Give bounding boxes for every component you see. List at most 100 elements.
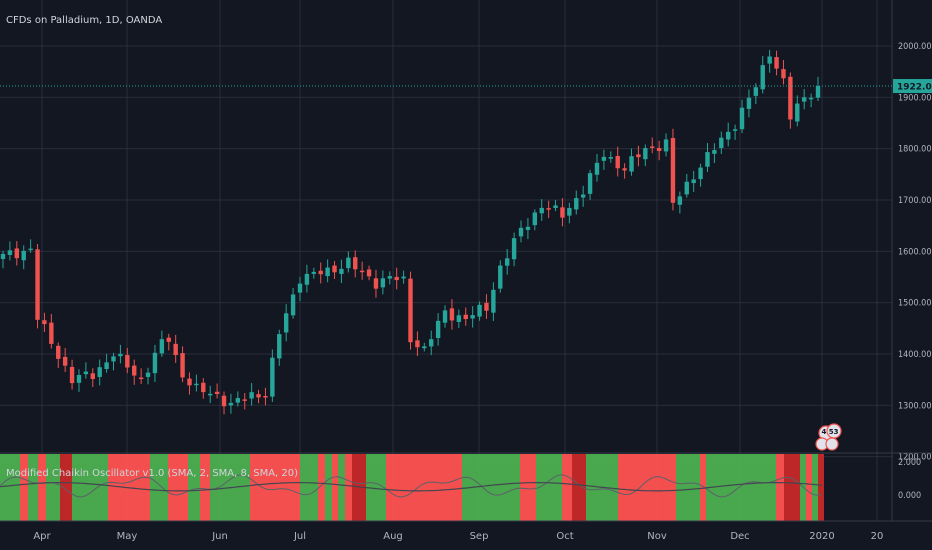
indicator-region (332, 454, 338, 521)
candle (546, 200, 551, 219)
candle-body (194, 383, 199, 386)
indicator-region (168, 454, 188, 521)
indicator-region (818, 454, 824, 521)
candle (118, 344, 123, 364)
candle-body (691, 179, 696, 184)
candle-body (601, 156, 607, 161)
candle (567, 202, 572, 224)
candle (69, 359, 75, 390)
candle (214, 383, 220, 399)
candle-body (339, 268, 344, 274)
candle-body (56, 345, 61, 359)
indicator-region (352, 454, 366, 521)
candle-body (580, 194, 586, 198)
candle-body (594, 162, 600, 175)
candle (359, 261, 365, 280)
candle-body (69, 366, 75, 384)
chart-title: CFDs on Palladium, 1D, OANDA (6, 15, 162, 26)
y-tick-label: 1700.000 (898, 196, 932, 206)
candle-body (643, 148, 648, 160)
candle-body (290, 294, 296, 316)
candle-body (249, 392, 254, 399)
candle (311, 267, 317, 279)
candle-body (263, 395, 268, 398)
indicator-region (300, 454, 318, 521)
candle (42, 312, 47, 332)
candle (594, 153, 600, 182)
y-tick-label: 1400.000 (898, 350, 932, 360)
candle-body (760, 65, 765, 90)
indicator-region (618, 454, 624, 521)
candle (760, 56, 765, 94)
candle (795, 95, 800, 127)
x-tick-label: Oct (556, 531, 573, 542)
candle (553, 199, 558, 212)
indicator-region (676, 454, 700, 521)
indicator-region (150, 454, 168, 521)
candle-body (629, 156, 634, 172)
candle (781, 59, 786, 85)
candle-body (608, 157, 613, 159)
candle-body (221, 395, 227, 407)
x-tick-label: 2020 (809, 531, 834, 542)
x-tick-label: 20 (871, 531, 884, 542)
candle-body (394, 276, 399, 281)
candle-body (504, 258, 510, 266)
candle-body (650, 146, 655, 148)
candle (491, 282, 496, 321)
candle (525, 218, 531, 240)
candle-body (159, 339, 165, 354)
indicator-region (520, 454, 536, 521)
candle-body (670, 138, 676, 203)
candle-body (795, 103, 800, 122)
candle-body (132, 365, 137, 376)
candle (580, 185, 586, 207)
candle-body (567, 207, 572, 216)
candle (739, 99, 745, 134)
candle-body (726, 131, 731, 140)
candle (726, 122, 731, 147)
candle-body (208, 393, 213, 396)
candle-body (125, 355, 130, 368)
candle (132, 359, 137, 385)
candle (263, 387, 268, 406)
indicator-region (366, 454, 386, 521)
candle (270, 349, 275, 402)
candle (256, 389, 261, 404)
candle (14, 241, 20, 266)
candle-body (353, 257, 358, 270)
candle (560, 198, 565, 227)
candle-body (42, 320, 47, 325)
indicator-region (0, 454, 20, 521)
indicator-tick-label: 2.000 (898, 458, 921, 468)
candle (297, 276, 303, 302)
candle-body (518, 227, 524, 237)
candle (7, 241, 13, 261)
candle-body (656, 147, 662, 152)
candle (574, 190, 579, 215)
candle-body (663, 139, 669, 152)
x-tick-label: Dec (730, 531, 749, 542)
candle (650, 137, 655, 154)
candle-body (187, 378, 192, 386)
candle-body (712, 150, 717, 154)
y-tick-label: 1800.000 (898, 145, 932, 155)
candle (373, 269, 379, 298)
indicator-region (536, 454, 562, 521)
candle-body (0, 253, 6, 260)
candle (622, 163, 627, 179)
indicator-region (72, 454, 108, 521)
candle-body (180, 353, 185, 378)
candle (49, 313, 54, 349)
x-tick-label: Jun (211, 531, 228, 542)
candles (0, 49, 821, 415)
indicator-region (572, 454, 586, 521)
candle (539, 199, 544, 221)
candle (429, 330, 434, 356)
candle-body (636, 154, 641, 158)
candle-body (104, 362, 109, 369)
candle (415, 331, 420, 356)
candle-body (808, 97, 814, 100)
candle (97, 359, 102, 386)
